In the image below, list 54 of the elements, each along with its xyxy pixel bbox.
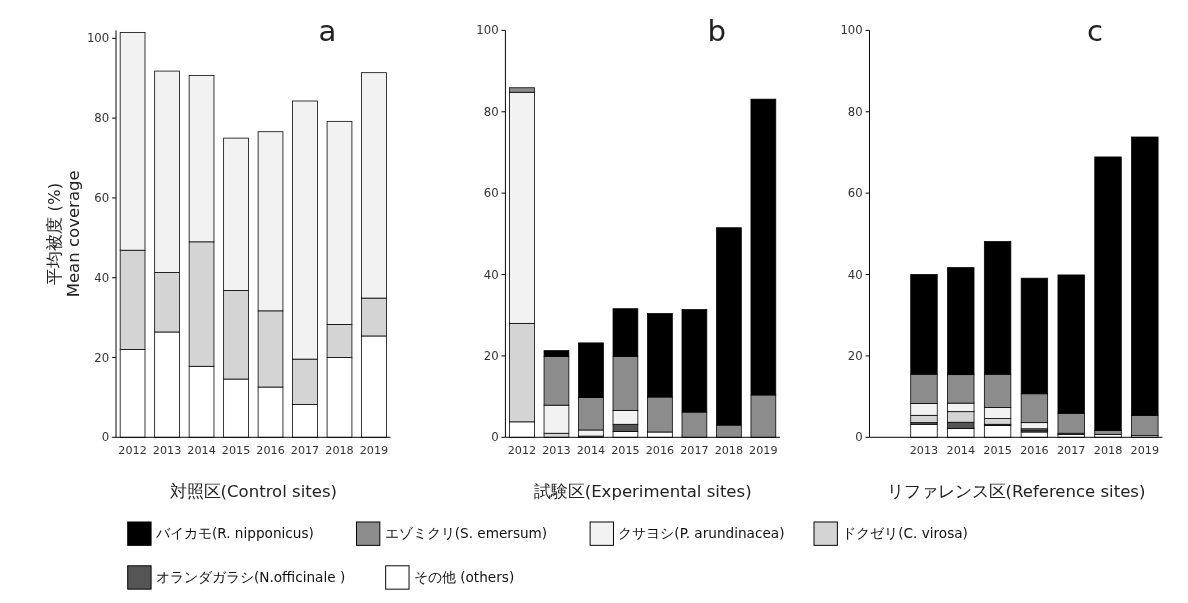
x-axis-title: 試験区(Experimental sites) <box>533 481 752 501</box>
x-tick-label: 2017 <box>1056 443 1086 457</box>
x-tick-label: 2013 <box>909 443 939 457</box>
x-tick-label: 2015 <box>983 443 1012 457</box>
y-tick-label: 60 <box>94 191 110 206</box>
x-tick-label: 2016 <box>1020 443 1049 457</box>
x-tick-label: 2018 <box>714 443 744 457</box>
x-tick-label: 2015 <box>221 443 251 457</box>
chart-title: c <box>1087 14 1104 49</box>
y-tick-label: 80 <box>483 104 499 119</box>
x-tick-label: 2018 <box>325 443 354 457</box>
x-axis-title: リファレンス区(Reference sites) <box>886 481 1146 501</box>
y-tick-label: 20 <box>94 350 110 365</box>
x-tick-label: 2014 <box>946 443 976 457</box>
x-tick-label: 2019 <box>1130 443 1160 457</box>
y-tick-label: 100 <box>476 23 499 38</box>
legend-label: ドクゼリ(C. virosa) <box>842 525 968 542</box>
legend-label: オランダガラシ(N.officinale ) <box>155 569 346 586</box>
x-tick-label: 2013 <box>152 443 182 457</box>
x-tick-label: 2014 <box>576 443 606 457</box>
x-tick-label: 2013 <box>542 443 571 457</box>
y-tick-label: 20 <box>483 349 499 364</box>
y-tick-label: 80 <box>94 111 110 126</box>
legend-label: バイカモ(R. nipponicus) <box>154 525 314 542</box>
x-tick-label: 2018 <box>1093 443 1123 457</box>
chart-title: b <box>707 14 727 49</box>
y-axis-title: 平均被度 (%) Mean coverage <box>44 170 84 298</box>
x-tick-label: 2016 <box>256 443 285 457</box>
y-tick-label: 60 <box>483 186 499 201</box>
y-tick-label: 40 <box>94 270 110 285</box>
legend-label: クサヨシ(P. arundinacea) <box>618 525 785 542</box>
y-tick-label: 20 <box>847 349 863 364</box>
x-tick-label: 2015 <box>611 443 640 457</box>
y-tick-label: 100 <box>86 31 110 46</box>
x-tick-label: 2017 <box>680 443 709 457</box>
x-tick-label: 2012 <box>118 443 147 457</box>
y-tick-label: 0 <box>855 430 863 445</box>
x-tick-label: 2016 <box>645 443 675 457</box>
y-tick-label: 40 <box>847 267 863 282</box>
y-tick-label: 80 <box>847 104 863 119</box>
legend-label: その他 (others) <box>413 569 515 586</box>
y-tick-label: 0 <box>491 430 499 445</box>
x-tick-label: 2019 <box>359 443 389 457</box>
legend-label: エゾミクリ(S. emersum) <box>384 525 548 542</box>
chart-title: a <box>318 14 337 49</box>
x-tick-label: 2012 <box>507 443 537 457</box>
y-tick-label: 0 <box>101 430 110 445</box>
x-tick-label: 2017 <box>290 443 320 457</box>
x-tick-label: 2019 <box>749 443 778 457</box>
y-tick-label: 60 <box>847 186 863 201</box>
y-tick-label: 40 <box>483 267 499 282</box>
y-tick-label: 100 <box>840 23 863 38</box>
x-tick-label: 2014 <box>187 443 216 457</box>
x-axis-title: 対照区(Control sites) <box>169 481 337 501</box>
